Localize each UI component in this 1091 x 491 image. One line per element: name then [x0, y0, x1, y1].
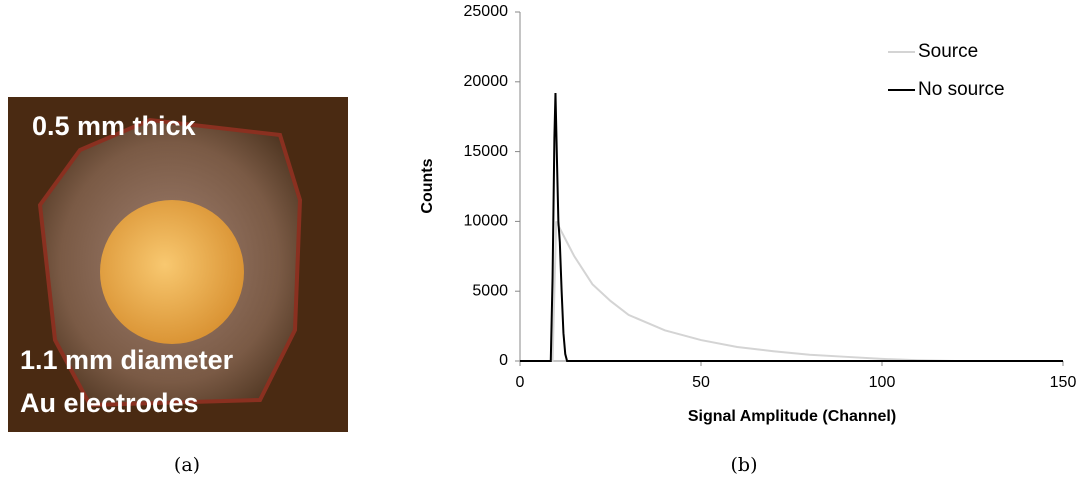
legend-label: Source	[918, 41, 978, 62]
series-line	[520, 92, 1063, 362]
legend-label: No source	[918, 79, 1005, 100]
y-tick-label: 25000	[464, 3, 509, 20]
photo-label: 0.5 mm thick	[32, 111, 197, 141]
y-tick-label: 10000	[464, 213, 509, 230]
x-tick-label: 50	[692, 374, 710, 391]
photo-label: Au electrodes	[20, 388, 199, 418]
y-tick-label: 15000	[464, 143, 509, 160]
y-tick-label: 0	[499, 352, 508, 369]
x-tick-label: 0	[516, 374, 525, 391]
x-axis-title: Signal Amplitude (Channel)	[688, 408, 896, 425]
caption: (a)	[174, 454, 200, 476]
x-tick-label: 100	[869, 374, 896, 391]
series-line	[520, 220, 1063, 362]
photo-label: 1.1 mm diameter	[20, 345, 234, 375]
electrode	[100, 200, 244, 344]
y-tick-label: 20000	[464, 73, 509, 90]
y-axis-title: Counts	[419, 158, 436, 213]
photo: 0.5 mm thick 1.1 mm diameter Au electrod…	[8, 97, 348, 432]
x-tick-label: 150	[1050, 374, 1077, 391]
y-tick-label: 5000	[472, 282, 508, 299]
caption: (b)	[731, 454, 758, 476]
